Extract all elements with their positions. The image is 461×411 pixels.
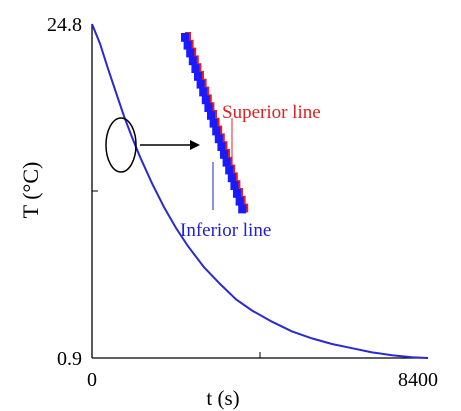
inferior-step bbox=[238, 204, 247, 214]
zoom-arrow-head bbox=[190, 140, 200, 150]
inferior-step bbox=[233, 189, 241, 198]
inferior-step bbox=[194, 72, 202, 81]
inferior-line-label: Inferior line bbox=[180, 220, 271, 241]
inferior-step bbox=[217, 142, 226, 151]
inferior-step bbox=[199, 87, 208, 97]
inferior-step bbox=[222, 157, 231, 167]
x-tick-label-end: 8400 bbox=[398, 369, 438, 391]
x-axis-label: t (s) bbox=[206, 386, 239, 410]
inferior-step bbox=[225, 165, 234, 175]
inferior-step bbox=[186, 48, 195, 58]
inferior-step bbox=[204, 103, 213, 112]
inferior-step bbox=[181, 33, 189, 42]
inferior-step bbox=[235, 196, 244, 206]
inferior-step bbox=[191, 64, 200, 73]
inferior-step bbox=[230, 181, 239, 190]
y-axis-label: T (°C) bbox=[18, 162, 43, 219]
zoom-ellipse bbox=[105, 117, 137, 173]
inferior-step bbox=[188, 56, 197, 66]
y-tick-label-top: 24.8 bbox=[47, 14, 82, 36]
axes bbox=[91, 24, 428, 359]
series-line bbox=[91, 23, 429, 359]
y-tick-label-bottom: 0.9 bbox=[57, 348, 82, 370]
inferior-step bbox=[227, 173, 236, 183]
superior-line-label: Superior line bbox=[222, 102, 321, 123]
inset-zoom bbox=[181, 32, 249, 214]
inferior-step bbox=[220, 150, 228, 159]
tick-labels: 24.8 0.90 8400 bbox=[47, 14, 438, 391]
inferior-step bbox=[214, 134, 223, 144]
inferior-step bbox=[183, 40, 192, 50]
inferior-step bbox=[196, 79, 205, 89]
inferior-step bbox=[207, 111, 215, 120]
x-tick-label-start: 0 bbox=[87, 369, 97, 391]
inferior-step bbox=[209, 118, 218, 128]
inferior-step bbox=[212, 126, 221, 136]
inferior-step bbox=[201, 95, 210, 105]
